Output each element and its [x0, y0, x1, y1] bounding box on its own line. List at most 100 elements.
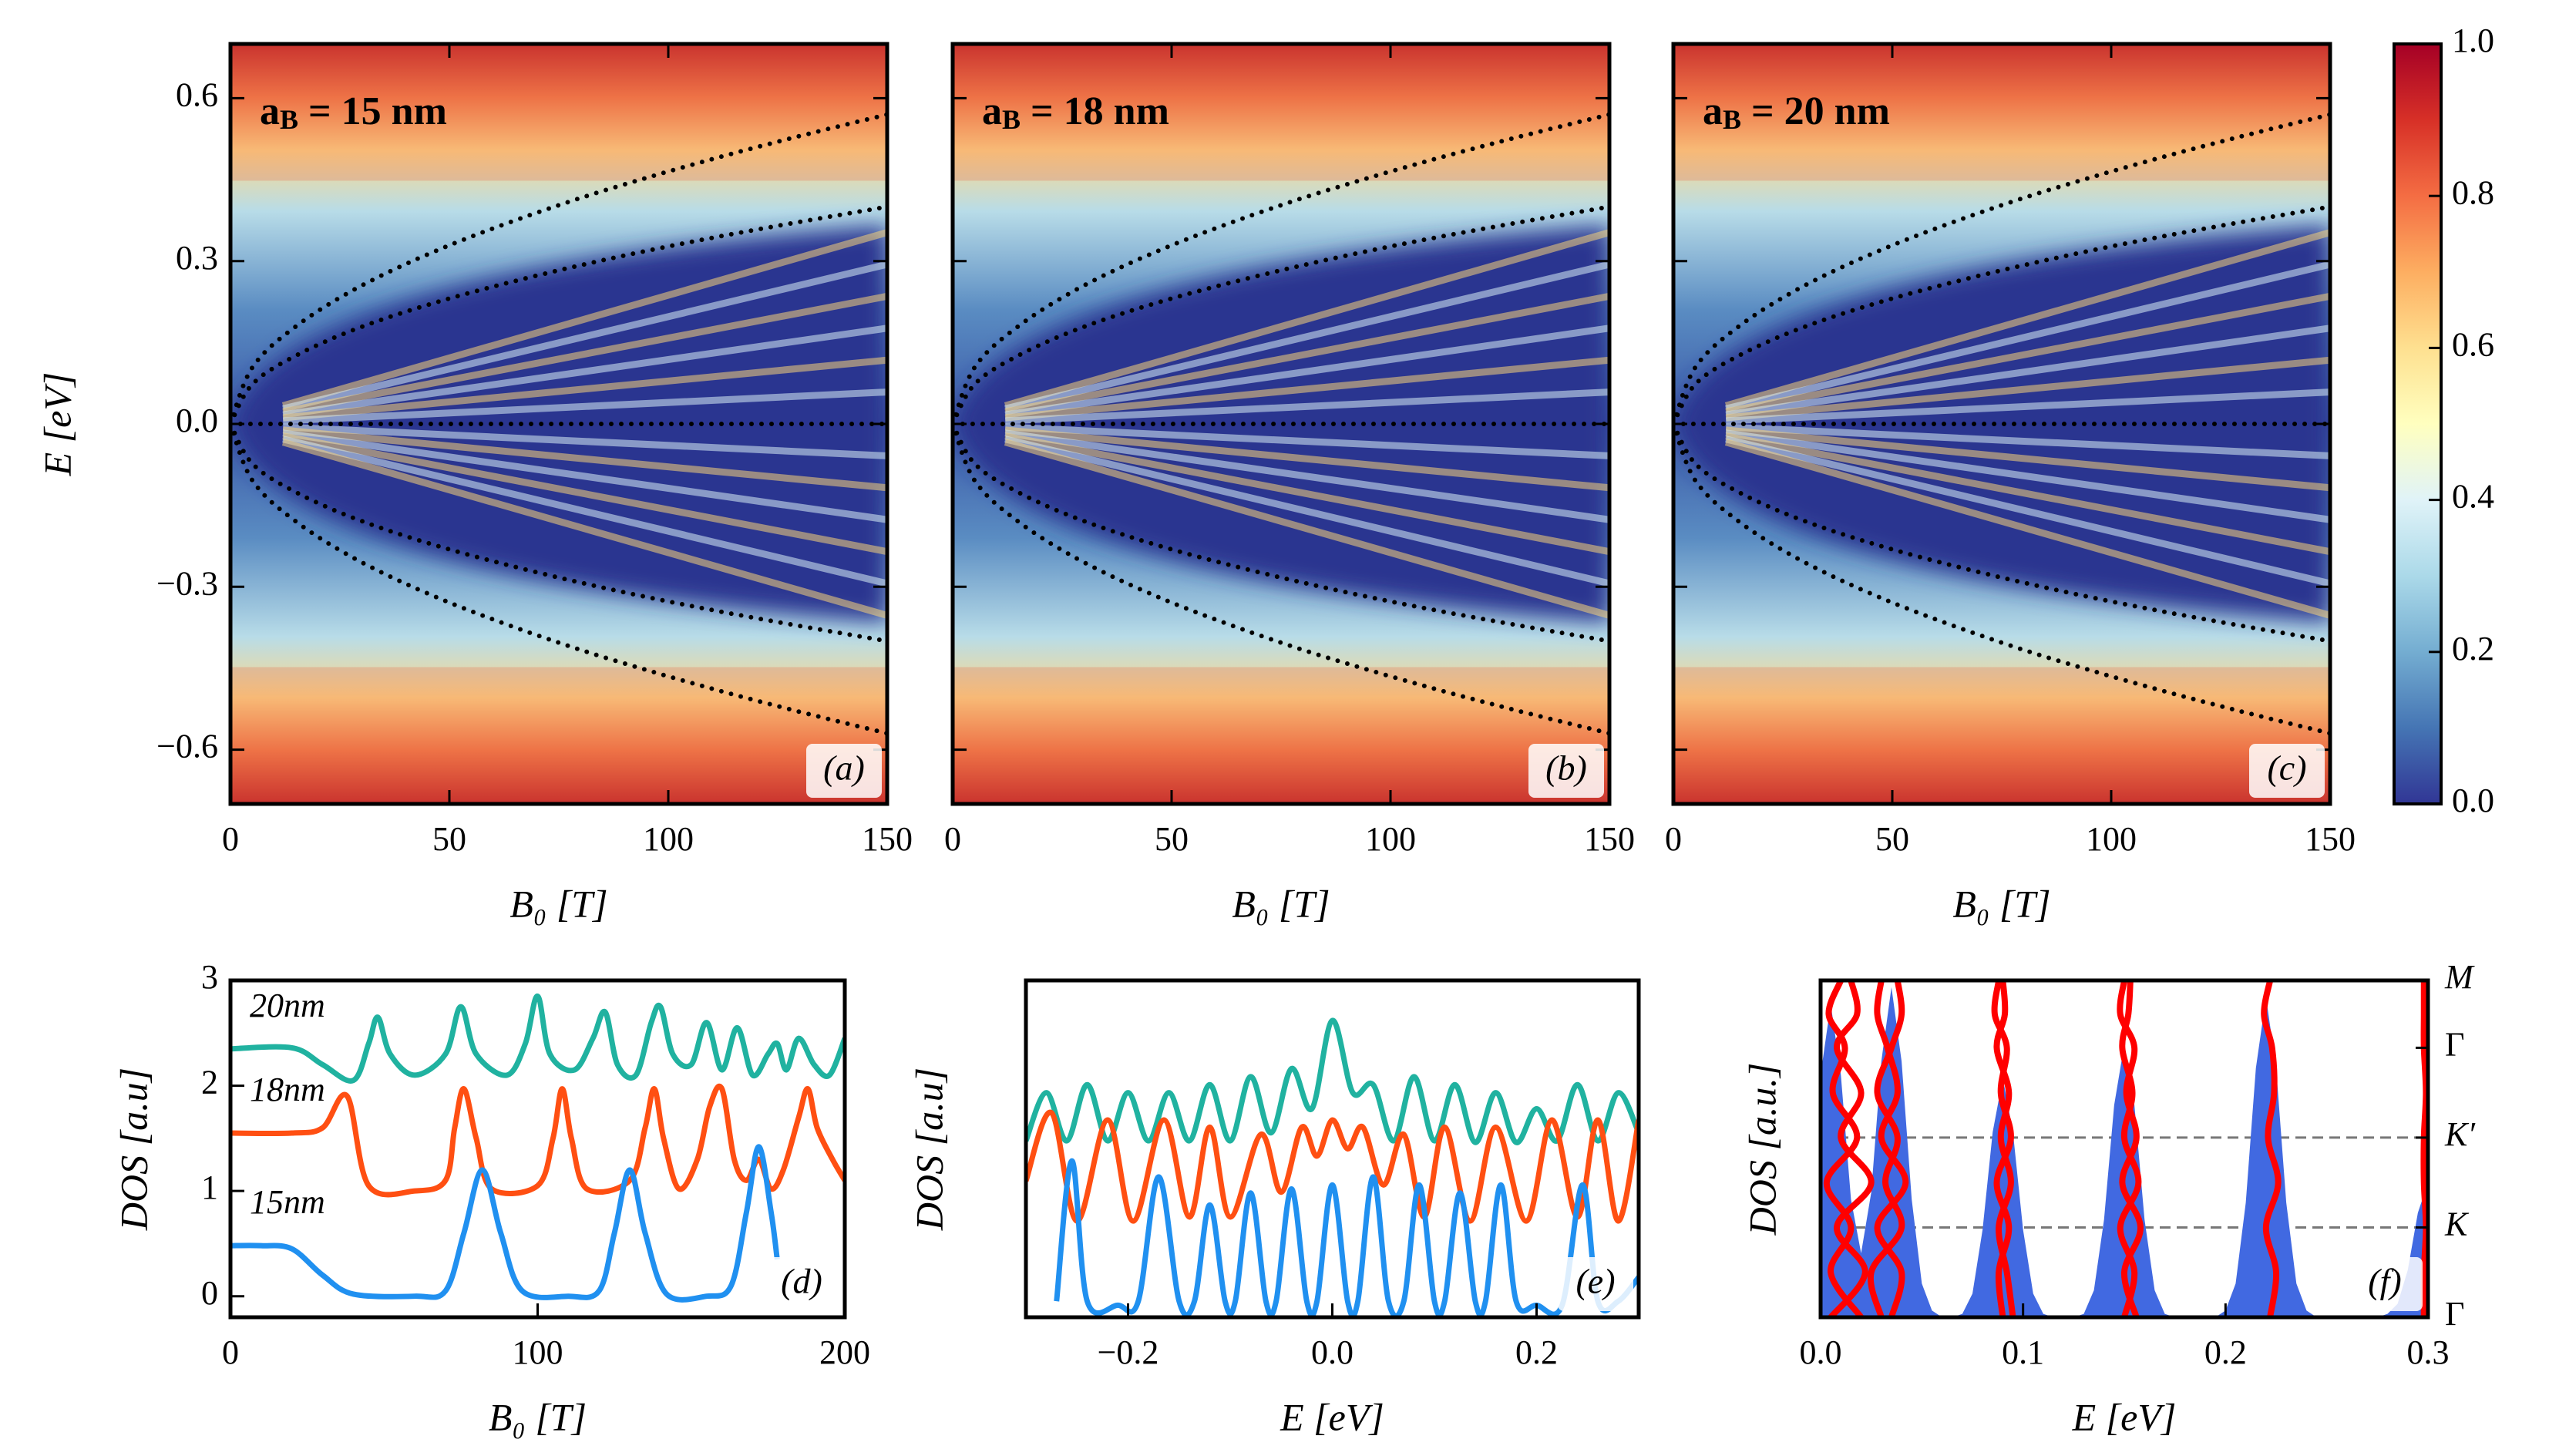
y-tick-label: 0.0 — [176, 402, 218, 439]
panel-label: (f) — [2368, 1262, 2401, 1301]
axes-frame — [228, 978, 847, 1320]
dos-line — [1026, 1109, 1639, 1224]
heatmap-stripe — [281, 229, 887, 409]
band-line — [1823, 980, 1864, 1317]
plot-area — [1673, 44, 2330, 804]
y-tick-label: 0.8 — [2452, 173, 2494, 211]
panel-label: (d) — [781, 1262, 822, 1301]
x-axis-label: B₀ [T] — [1952, 882, 2050, 925]
y2-tick-label: K — [2444, 1205, 2470, 1243]
heatmap-stripe — [282, 324, 887, 419]
colorbar — [2393, 42, 2443, 805]
x-axis-label: E [eV] — [2072, 1395, 2177, 1438]
panel-label: (b) — [1545, 748, 1587, 788]
heatmap-stripe — [1725, 429, 2330, 523]
y-tick-label: 2 — [201, 1064, 218, 1101]
band-line — [1874, 980, 1909, 1317]
heatmap-stripe — [1004, 435, 1609, 587]
y-tick-label: −0.3 — [156, 564, 218, 602]
x-tick-label: 0.3 — [2407, 1333, 2450, 1371]
annotation-symbol: a — [982, 89, 1002, 133]
heatmap-stripe — [1004, 439, 1609, 619]
y-tick-label: 0.3 — [176, 239, 218, 277]
heatmap-stripe — [1725, 261, 2330, 412]
x-tick-label: 150 — [862, 820, 913, 858]
dos-line — [1054, 1158, 1639, 1317]
axes-frame — [1818, 978, 2430, 1320]
x-tick-label: 0.0 — [1311, 1333, 1354, 1371]
annotation-text: = 20 nm — [1741, 89, 1890, 133]
plot-area — [230, 993, 845, 1303]
heatmap-stripe — [1004, 229, 1609, 409]
annotation: aB = 15 nm — [260, 89, 447, 135]
panel: 0 50 100 150 −0.6 −0.3 0.0 0.3 0.6 B₀ [T] E [eV] aB… — [35, 42, 913, 925]
dotted-curve — [953, 112, 1609, 426]
series-label: 15nm — [250, 1183, 325, 1221]
annotation-subscript: B — [280, 104, 298, 135]
y-tick-label: 0.0 — [2452, 782, 2494, 819]
plot-area — [953, 44, 1609, 804]
dotted-curve — [230, 422, 887, 736]
x-tick-label: 0.2 — [2204, 1333, 2247, 1371]
heatmap-stripe — [1004, 356, 1609, 422]
y-tick-label: 0.4 — [2452, 478, 2494, 516]
panel-label: (a) — [823, 748, 865, 788]
x-tick-label: 100 — [1365, 820, 1416, 858]
band-line — [2117, 980, 2144, 1317]
x-axis-label: B₀ [T] — [509, 882, 607, 925]
dotted-curve — [230, 112, 887, 426]
x-tick-label: 50 — [1875, 820, 1909, 858]
y-tick-label: 3 — [201, 958, 218, 996]
dos-line — [230, 1144, 780, 1303]
panel: 20nm 18nm 15nm 0 100 200 0 1 2 3 B₀ [T] DOS [a.u] (d… — [112, 958, 870, 1438]
heatmap-noise-bottom — [953, 667, 1609, 804]
band-line — [2420, 980, 2428, 1317]
heatmap-noise-top — [230, 44, 887, 181]
heatmap-stripe — [1725, 356, 2330, 422]
annotation: aB = 20 nm — [1703, 89, 1890, 135]
plot-area — [230, 44, 887, 804]
heatmap-stripe — [1725, 423, 2330, 459]
heatmap-stripe — [281, 439, 887, 619]
y-axis-label: E [eV] — [35, 372, 79, 477]
y2-tick-label: Γ — [2445, 1295, 2464, 1333]
annotation-symbol: a — [1703, 89, 1723, 133]
x-tick-label: 200 — [819, 1333, 870, 1371]
x-tick-label: 50 — [432, 820, 466, 858]
heatmap-stripe — [1724, 229, 2330, 409]
annotation-subscript: B — [1002, 104, 1021, 135]
x-tick-label: 0 — [944, 820, 961, 858]
x-tick-label: 50 — [1155, 820, 1189, 858]
y-axis-label: DOS [a.u] — [112, 1068, 155, 1231]
panel-label-box — [764, 1257, 839, 1311]
heatmap-stripe — [1004, 426, 1609, 492]
y-tick-label: 0.6 — [2452, 325, 2494, 363]
heatmap-stripe — [282, 388, 887, 425]
heatmap-stripe — [282, 432, 887, 556]
y2-tick-label: Γ — [2445, 1025, 2464, 1063]
heatmap-noise-bottom — [1673, 667, 2330, 804]
heatmap-stripe — [1725, 432, 2330, 556]
heatmap-stripe — [1725, 426, 2330, 492]
panel-label-box — [2347, 1257, 2423, 1311]
x-tick-label: 0.2 — [1515, 1333, 1558, 1371]
heatmap-stripe — [1725, 435, 2330, 587]
dotted-curve — [1673, 422, 2330, 736]
heatmap-stripe — [282, 435, 887, 587]
panel-label-box — [2249, 744, 2325, 798]
heatmap-stripe — [1004, 292, 1609, 415]
panel-label-box — [1528, 744, 1604, 798]
y-tick-label: 1 — [201, 1168, 218, 1206]
x-tick-label: 0.1 — [2002, 1333, 2044, 1371]
panel-label-box — [806, 744, 882, 798]
x-tick-label: 0 — [1665, 820, 1682, 858]
heatmap-stripe — [1004, 423, 1609, 459]
heatmap-stripe — [1004, 432, 1609, 556]
x-tick-label: 100 — [513, 1333, 563, 1371]
heatmap-stripe — [1004, 324, 1609, 419]
y-axis-label: DOS [a.u.] — [1740, 1063, 1784, 1236]
x-axis-label: B₀ [T] — [1232, 882, 1330, 925]
panel: 0 50 100 150 B₀ [T] aB = 20 nm (c) — [1665, 42, 2356, 925]
panel: 0.0 0.2 0.4 0.6 0.8 1.0 — [2393, 22, 2494, 819]
dotted-curve — [230, 204, 887, 426]
